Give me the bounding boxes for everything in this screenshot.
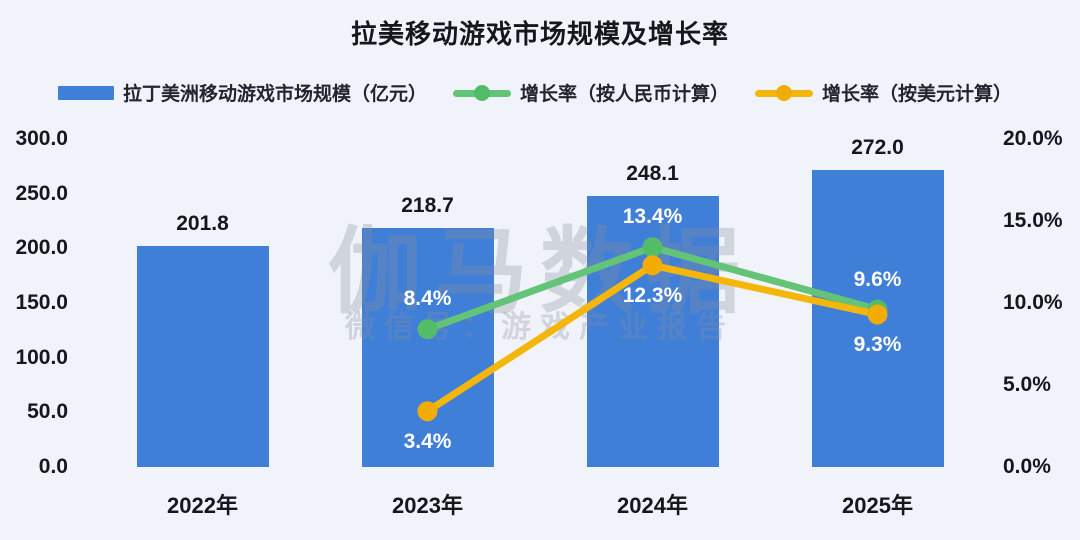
x-axis-label: 2022年	[167, 493, 238, 518]
right-axis-tick: 0.0%	[1003, 455, 1051, 478]
yellow-line-marker-icon	[755, 84, 814, 101]
x-axis-label: 2025年	[842, 493, 913, 518]
legend-label-growth-cny: 增长率（按人民币计算）	[520, 84, 730, 105]
legend-item-market-size: 拉丁美洲移动游戏市场规模（亿元）	[58, 79, 427, 106]
x-axis-label: 2023年	[392, 493, 463, 518]
left-axis-tick: 200.0	[15, 236, 68, 260]
green-line-marker-icon	[453, 84, 512, 101]
right-axis-tick: 15.0%	[1003, 209, 1063, 232]
bar-2024年	[586, 195, 719, 467]
green-line-dot	[474, 84, 491, 101]
bar-value-label: 201.8	[176, 212, 229, 236]
left-axis-tick: 0.0	[38, 455, 68, 478]
bar-value-label: 248.1	[626, 161, 679, 185]
growth-rate-label: 9.6%	[853, 267, 902, 291]
bar-2022年	[136, 246, 269, 467]
chart-title: 拉美移动游戏市场规模及增长率	[350, 19, 729, 49]
left-axis-tick: 50.0	[27, 400, 68, 424]
bar-swatch-icon	[58, 85, 114, 100]
bar-value-label: 218.7	[401, 193, 454, 217]
legend: 拉丁美洲移动游戏市场规模（亿元） 增长率（按人民币计算） 增长率（按美元计算）	[58, 79, 1012, 106]
right-axis-tick: 10.0%	[1003, 291, 1063, 314]
growth-rate-label: 3.4%	[403, 430, 452, 454]
growth-rate-label: 12.3%	[622, 284, 683, 308]
x-axis-label: 2024年	[617, 493, 688, 518]
growth-rate-label: 9.3%	[853, 333, 902, 357]
left-axis-tick: 150.0	[15, 291, 68, 314]
left-axis-tick: 300.0	[15, 127, 68, 150]
growth-rate-label: 13.4%	[622, 205, 683, 229]
right-axis-tick: 20.0%	[1003, 127, 1063, 150]
legend-item-growth-cny: 增长率（按人民币计算）	[453, 79, 729, 106]
yellow-line-dot	[776, 84, 793, 101]
bar-2025年	[811, 169, 944, 467]
left-axis-tick: 250.0	[15, 181, 68, 205]
legend-label-growth-usd: 增长率（按美元计算）	[822, 84, 1013, 105]
legend-item-growth-usd: 增长率（按美元计算）	[755, 79, 1012, 106]
right-axis-tick: 5.0%	[1003, 373, 1051, 396]
legend-label-market-size: 拉丁美洲移动游戏市场规模（亿元）	[123, 84, 428, 105]
growth-rate-label: 8.4%	[403, 287, 452, 311]
bar-value-label: 272.0	[851, 135, 904, 159]
left-axis-tick: 100.0	[15, 345, 68, 369]
